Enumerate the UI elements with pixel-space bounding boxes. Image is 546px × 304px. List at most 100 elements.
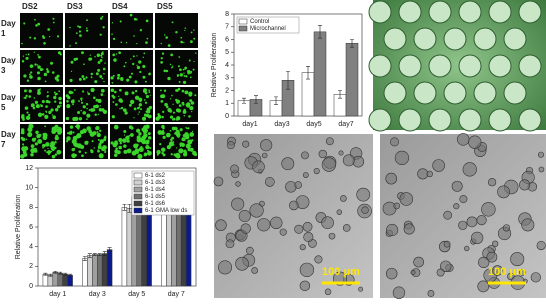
- cell-dot: [45, 110, 47, 113]
- cell-dot: [33, 51, 35, 53]
- cell-dot: [101, 15, 104, 18]
- cell-dot: [74, 89, 76, 91]
- cell: [413, 256, 425, 268]
- cell-dot: [45, 105, 48, 108]
- cell-dot: [78, 100, 80, 103]
- cell-dot: [51, 126, 57, 132]
- cell-dot: [120, 106, 124, 110]
- cell: [338, 150, 344, 156]
- legend-swatch: [133, 193, 143, 200]
- cell-dot: [132, 62, 135, 66]
- cell-dot: [30, 71, 33, 74]
- cell-dot: [178, 56, 181, 58]
- cell-dot: [97, 61, 101, 64]
- cell-dot: [138, 146, 144, 152]
- cell-dot: [81, 90, 85, 93]
- cell-dot: [170, 138, 173, 141]
- cell: [303, 232, 314, 243]
- cell-dot: [60, 104, 62, 107]
- cell-dot: [71, 139, 77, 145]
- cell-dot: [80, 99, 83, 102]
- cell-dot: [45, 142, 50, 147]
- cell-dot: [41, 99, 45, 104]
- error-bar: [92, 253, 97, 256]
- cell-dot: [102, 145, 107, 150]
- cell-dot: [189, 99, 193, 103]
- cell: [537, 151, 545, 158]
- cell-dot: [66, 132, 70, 135]
- cell-dot: [160, 130, 165, 135]
- error-bar: [286, 71, 290, 90]
- legend-swatch: [133, 186, 143, 193]
- cell-dot: [70, 60, 74, 64]
- cell: [436, 268, 445, 277]
- bar: [313, 31, 327, 117]
- cell-dot: [82, 111, 87, 115]
- cell-dot: [149, 94, 151, 96]
- cell-dot: [143, 152, 148, 157]
- cell-dot: [116, 53, 118, 55]
- cell: [519, 269, 526, 276]
- cell-dot: [104, 151, 107, 154]
- cell-dot: [183, 72, 185, 74]
- cell-dot: [143, 99, 146, 101]
- cell-dot: [149, 147, 152, 150]
- cell-dot: [84, 151, 87, 154]
- microwell: [503, 27, 527, 51]
- cell-dot: [160, 57, 163, 60]
- cell: [230, 164, 239, 174]
- cell-dot: [54, 93, 57, 96]
- cell-dot: [184, 66, 187, 70]
- cell-dot: [111, 33, 113, 35]
- cell: [358, 286, 364, 292]
- y-axis-label: Relative Proliferation: [15, 195, 22, 260]
- cell-dot: [37, 53, 40, 56]
- cell-dot: [93, 107, 95, 109]
- error-bar: [254, 95, 258, 104]
- bar: [62, 273, 68, 287]
- cell: [299, 244, 306, 251]
- cell-pattern: [213, 133, 546, 299]
- microwell: [368, 108, 392, 132]
- cell-dot: [100, 52, 104, 56]
- cell-dot: [83, 63, 85, 66]
- cell-dot: [191, 111, 193, 113]
- cell-dot: [69, 91, 71, 93]
- cell-dot: [147, 150, 152, 156]
- cell-dot: [97, 145, 102, 150]
- cell-dot: [183, 74, 186, 77]
- cell-dot: [90, 76, 93, 79]
- cell-dot: [147, 136, 152, 140]
- cell-dot: [172, 103, 174, 106]
- cell-dot: [56, 35, 60, 38]
- cell-dot: [124, 91, 129, 96]
- cell-dot: [190, 70, 193, 74]
- cell-dot: [156, 149, 161, 155]
- microwell: [458, 108, 482, 132]
- cell-dot: [76, 133, 82, 139]
- row-label: Day: [1, 56, 16, 65]
- cell-dot: [99, 17, 103, 20]
- cell-dot: [114, 90, 117, 94]
- cell-dot: [78, 25, 82, 29]
- cell-dot: [162, 135, 166, 139]
- cell-dot: [189, 76, 192, 79]
- cell-dot: [160, 60, 163, 64]
- cell-dot: [190, 101, 195, 105]
- cell-dot: [111, 81, 114, 84]
- cell-dot: [112, 37, 116, 41]
- cell-dot: [37, 91, 41, 95]
- cell-dot: [180, 36, 183, 39]
- cell-dot: [138, 60, 142, 64]
- cell-dot: [120, 41, 123, 44]
- cell-dot: [90, 72, 94, 76]
- cell-dot: [26, 111, 29, 114]
- row-label: 7: [1, 140, 6, 149]
- cell-dot: [42, 143, 46, 148]
- cell: [342, 224, 351, 232]
- cell-dot: [113, 58, 117, 62]
- cell-dot: [102, 67, 106, 71]
- cell: [451, 180, 463, 192]
- cell-dot: [134, 95, 140, 100]
- cell-dot: [173, 153, 177, 157]
